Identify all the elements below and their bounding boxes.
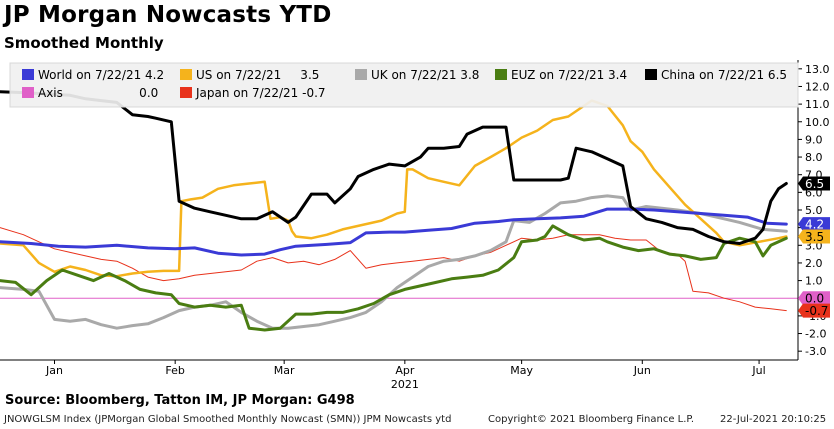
value-tag-bg [798, 176, 830, 191]
x-tick-label-jan: Jan [45, 364, 63, 377]
legend-swatch [22, 69, 34, 80]
legend-label: World on 7/22/21 4.2 [38, 68, 164, 82]
y-tick-label: 5.0 [805, 204, 823, 217]
y-tick-label: 10.0 [805, 116, 830, 129]
x-tick-label-feb: Feb [165, 364, 184, 377]
value-tag: 6.5 [798, 176, 830, 191]
x-tick-label-jul: Jul [751, 364, 765, 377]
axes-group: 13.012.011.010.09.08.07.06.05.04.03.02.0… [0, 60, 830, 391]
value-tag-label: -0.7 [805, 304, 828, 318]
value-tag-label: 6.5 [805, 177, 824, 191]
y-tick-label: 1.0 [805, 275, 823, 288]
value-tag-bg [798, 303, 830, 318]
series-line-euz [0, 224, 788, 332]
page-subtitle: Smoothed Monthly [4, 34, 164, 52]
x-tick-label-mar: Mar [274, 364, 295, 377]
legend-swatch [355, 69, 367, 80]
x-tick-label-jun: Jun [633, 364, 651, 377]
value-tag-bg [798, 217, 830, 232]
legend-swatch [22, 87, 34, 98]
value-tag: -0.7 [798, 303, 830, 318]
legend-swatch [495, 69, 507, 80]
value-tags: 6.5 4.23.5 0.0-0.7 [798, 176, 830, 318]
legend-label: China on 7/22/21 6.5 [661, 68, 787, 82]
y-tick-label: 13.0 [805, 63, 830, 76]
y-tick-label: -3.0 [805, 345, 826, 358]
value-tag: 0.0 [798, 291, 830, 306]
legend-label: Japan on 7/22/21 -0.7 [195, 86, 326, 100]
y-tick-label: -2.0 [805, 328, 826, 341]
source-note: Source: Bloomberg, Tatton IM, JP Morgan:… [5, 393, 355, 408]
legend-label: UK on 7/22/21 3.8 [371, 68, 479, 82]
timestamp: 22-Jul-2021 20:10:25 [720, 414, 827, 425]
y-tick-label: 8.0 [805, 151, 823, 164]
value-tag-label: 3.5 [805, 230, 824, 244]
page-title: JP Morgan Nowcasts YTD [4, 2, 332, 28]
y-tick-label: 12.0 [805, 80, 830, 93]
ticker-line: JNOWGLSM Index (JPMorgan Global Smoothed… [4, 414, 452, 425]
legend-label: US on 7/22/21 3.5 [196, 68, 319, 82]
copyright-note: Copyright© 2021 Bloomberg Finance L.P. [488, 414, 695, 425]
legend-swatch [180, 69, 192, 80]
legend-label: EUZ on 7/22/21 3.4 [511, 68, 627, 82]
value-tag-label: 4.2 [805, 218, 824, 232]
x-tick-label-apr: Apr [395, 364, 415, 377]
x-year-label: 2021 [391, 378, 419, 391]
value-tag: 3.5 [798, 229, 830, 244]
legend: World on 7/22/21 4.2 US on 7/22/21 3.5 UK … [9, 62, 799, 108]
y-tick-label: 2.0 [805, 257, 823, 270]
value-tag-bg [798, 291, 830, 306]
series-line-china [0, 90, 788, 245]
y-tick-label: 11.0 [805, 98, 830, 111]
series-group [0, 90, 799, 332]
legend-swatch [180, 87, 192, 98]
x-tick-label-may: May [510, 364, 533, 377]
legend-swatch [645, 69, 657, 80]
value-tag-label: 0.0 [805, 292, 824, 306]
value-tag-bg [798, 229, 830, 244]
legend-box [9, 62, 799, 108]
series-line-us [0, 99, 788, 278]
legend-label: Axis 0.0 [38, 86, 158, 100]
value-tag: 4.2 [798, 217, 830, 232]
y-tick-label: 9.0 [805, 133, 823, 146]
series-line-world [0, 207, 788, 257]
